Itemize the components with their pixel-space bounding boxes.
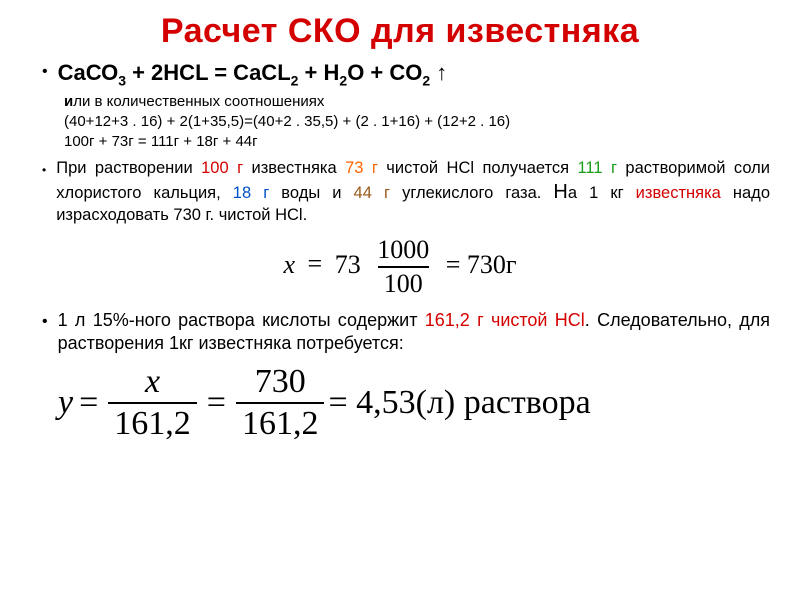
formula-1: x = 73 1000 100 = 730г [30,235,770,299]
bullet-dot: • [42,312,48,332]
eq-part: + 2HCL = CaCL [126,60,291,85]
p1-v111: 111 г [577,159,617,177]
p1-lime: известняка [636,184,721,202]
bullet-dot: • [42,163,46,178]
f2-num2: 730 [249,363,312,402]
p1-text: воды и [269,184,353,202]
paragraph-2: 1 л 15%-ного раствора кислоты содержит 1… [58,309,770,356]
eq-sub: 3 [118,72,126,88]
f1-eq: = [308,249,323,278]
f1-num: 1000 [371,235,435,266]
eq-part: О + CO [347,60,422,85]
chemical-equation: СaСО3 + 2HCL = CaCL2 + H2О + CO2 ↑ [58,59,770,90]
f1-den: 100 [378,266,429,299]
p1-text: углекислого газа. [390,184,553,202]
eq-arrow: ↑ [430,60,447,85]
mass-line1: (40+12+3 . 16) + 2(1+35,5)=(40+2 . 35,5)… [64,112,770,132]
p2-val: 161,2 г чистой НСl [425,310,585,330]
f2-x: x [139,363,166,402]
eq-part: СaСО [58,60,119,85]
ratio-line: или в количественных соотношениях [64,92,770,112]
mass-line2: 100г + 73г = 111г + 18г + 44г [64,132,770,152]
bullet-dot: • [42,62,48,82]
eq-part: + H [298,60,339,85]
para1-bullet: • При растворении 100 г известняка 73 г … [42,158,770,227]
f2-frac1: x 161,2 [108,363,197,443]
p1-v73: 73 г [345,159,378,177]
f2-y: y [58,384,73,422]
f2-res: = 4,53(л) раствора [328,384,590,422]
p2-text: 1 л 15%-ного раствора кислоты содержит [58,310,425,330]
f1-res: = 730г [446,249,517,278]
p1-text: чистой НСl получается [378,159,578,177]
formula-2: y = x 161,2 = 730 161,2 = 4,53(л) раство… [58,363,770,443]
p1-text: известняка [243,159,345,177]
f1-x: x [283,249,295,278]
f2-den1: 161,2 [108,402,197,443]
p1-text: а 1 кг [568,184,636,202]
p1-v100: 100 г [201,159,243,177]
ratio-rest: ли в количественных соотношениях [73,93,324,110]
f1-73: 73 [335,249,361,278]
p1-bigN: Н [553,181,567,203]
p1-v44: 44 г [354,184,390,202]
para2-bullet: • 1 л 15%-ного раствора кислоты содержит… [42,309,770,356]
f2-frac2: 730 161,2 [236,363,325,443]
f2-den2: 161,2 [236,402,325,443]
equation-bullet: • СaСО3 + 2HCL = CaCL2 + H2О + CO2 ↑ [42,59,770,90]
ratio-i: и [64,93,73,110]
slide-title: Расчет СКО для известняка [30,12,770,51]
f1-frac: 1000 100 [371,235,435,299]
paragraph-1: При растворении 100 г известняка 73 г чи… [56,158,770,227]
p1-text: При растворении [56,159,201,177]
p1-v18: 18 г [233,184,269,202]
